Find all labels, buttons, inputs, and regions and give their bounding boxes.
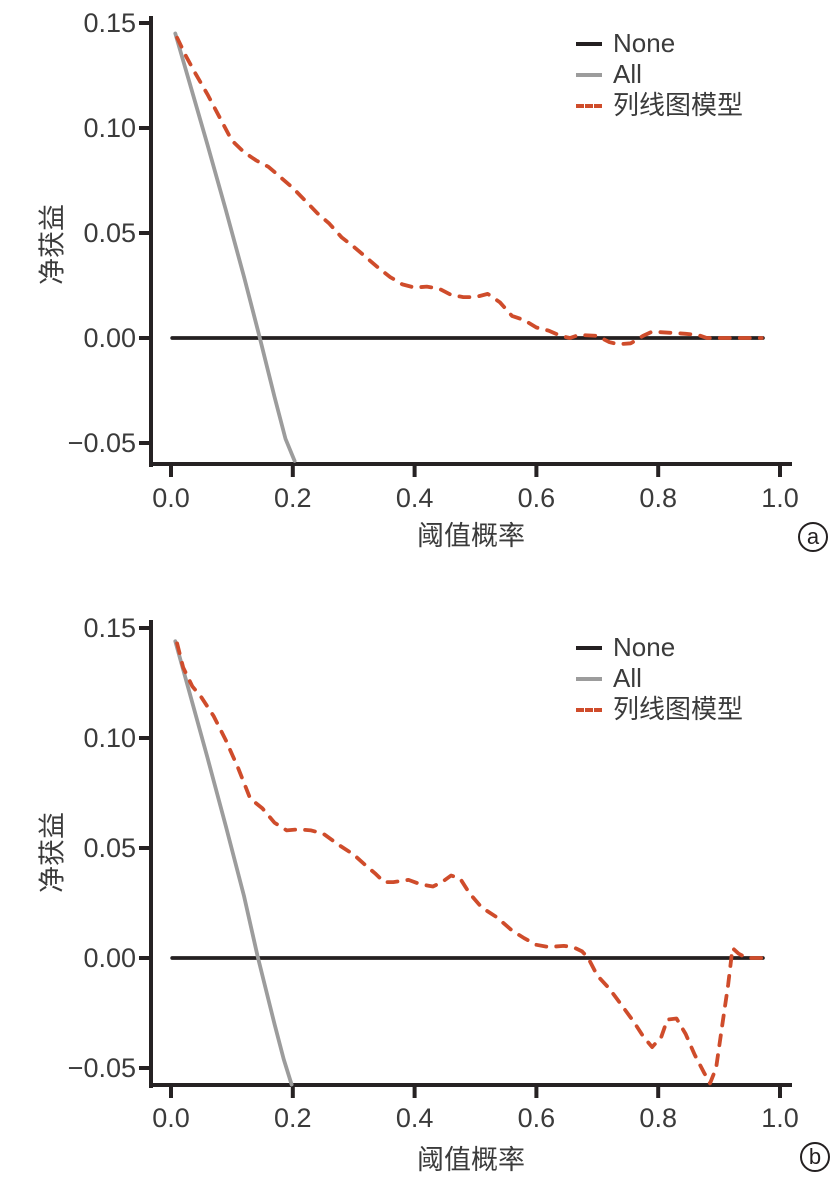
legend-a: None All 列线图模型: [576, 28, 743, 121]
series-all: [173, 31, 297, 463]
legend-item-nomogram-model: 列线图模型: [576, 694, 743, 725]
y-tick-label: 0.15: [83, 8, 136, 38]
dca-plot-b: 0.15 0.10 0.05 0.00 −0.05 0.0 0.2 0.4 0.6 0.8 1.0: [68, 613, 799, 1133]
panel-tag-b: b: [800, 1142, 830, 1172]
panel-tag-a: a: [798, 522, 828, 552]
series-nomogram-model: [175, 641, 764, 1086]
x-tick-label: 0.0: [152, 1103, 190, 1133]
y-axis-label-a: 净获益: [37, 204, 68, 285]
x-tick-label: 0.6: [518, 1103, 556, 1133]
legend-item-none: None: [576, 28, 743, 59]
y-tick-label: 0.10: [83, 723, 136, 753]
x-tick-label: 0.2: [274, 1103, 312, 1133]
legend-label: None: [613, 632, 676, 662]
x-tick-label: 0.4: [396, 1103, 434, 1133]
dca-plot-a: 0.15 0.10 0.05 0.00 −0.05 0.0 0.2 0.4 0.6 0.8 1.0: [68, 8, 799, 513]
all-line-swatch: [576, 676, 602, 681]
legend-label: 列线图模型: [613, 694, 744, 724]
x-tick-label: 1.0: [761, 1103, 799, 1133]
y-axis-label-b: 净获益: [37, 812, 68, 893]
x-tick-label: 1.0: [761, 483, 799, 513]
y-tick-label: 0.15: [83, 613, 136, 643]
none-line-swatch: [576, 645, 602, 650]
x-tick-label: 0.6: [518, 483, 556, 513]
model-dashed-line-swatch: [576, 103, 602, 108]
x-tick-label: 0.4: [396, 483, 434, 513]
series-all: [173, 639, 294, 1087]
legend-label: None: [613, 28, 676, 58]
y-tick-label: −0.05: [68, 428, 136, 458]
y-tick-label: −0.05: [68, 1053, 136, 1083]
legend-item-all: All: [576, 663, 743, 694]
legend-item-all: All: [576, 59, 743, 90]
x-tick-label: 0.8: [639, 1103, 677, 1133]
x-tick-label: 0.0: [152, 483, 190, 513]
y-tick-label: 0.10: [83, 113, 136, 143]
series-nomogram-model: [175, 35, 764, 347]
y-tick-label: 0.00: [83, 323, 136, 353]
legend-label: All: [613, 59, 642, 89]
y-tick-label: 0.00: [83, 943, 136, 973]
legend-item-nomogram-model: 列线图模型: [576, 90, 743, 121]
x-axis-label-b: 阈值概率: [417, 1145, 525, 1175]
model-dashed-line-swatch: [576, 707, 602, 712]
legend-label: 列线图模型: [613, 90, 744, 120]
x-tick-label: 0.8: [639, 483, 677, 513]
x-tick-label: 0.2: [274, 483, 312, 513]
legend-label: All: [613, 663, 642, 693]
y-tick-label: 0.05: [83, 833, 136, 863]
legend-b: None All 列线图模型: [576, 632, 743, 725]
legend-item-none: None: [576, 632, 743, 663]
none-line-swatch: [576, 41, 602, 46]
all-line-swatch: [576, 72, 602, 77]
x-axis-label-a: 阈值概率: [417, 521, 525, 551]
y-tick-label: 0.05: [83, 218, 136, 248]
